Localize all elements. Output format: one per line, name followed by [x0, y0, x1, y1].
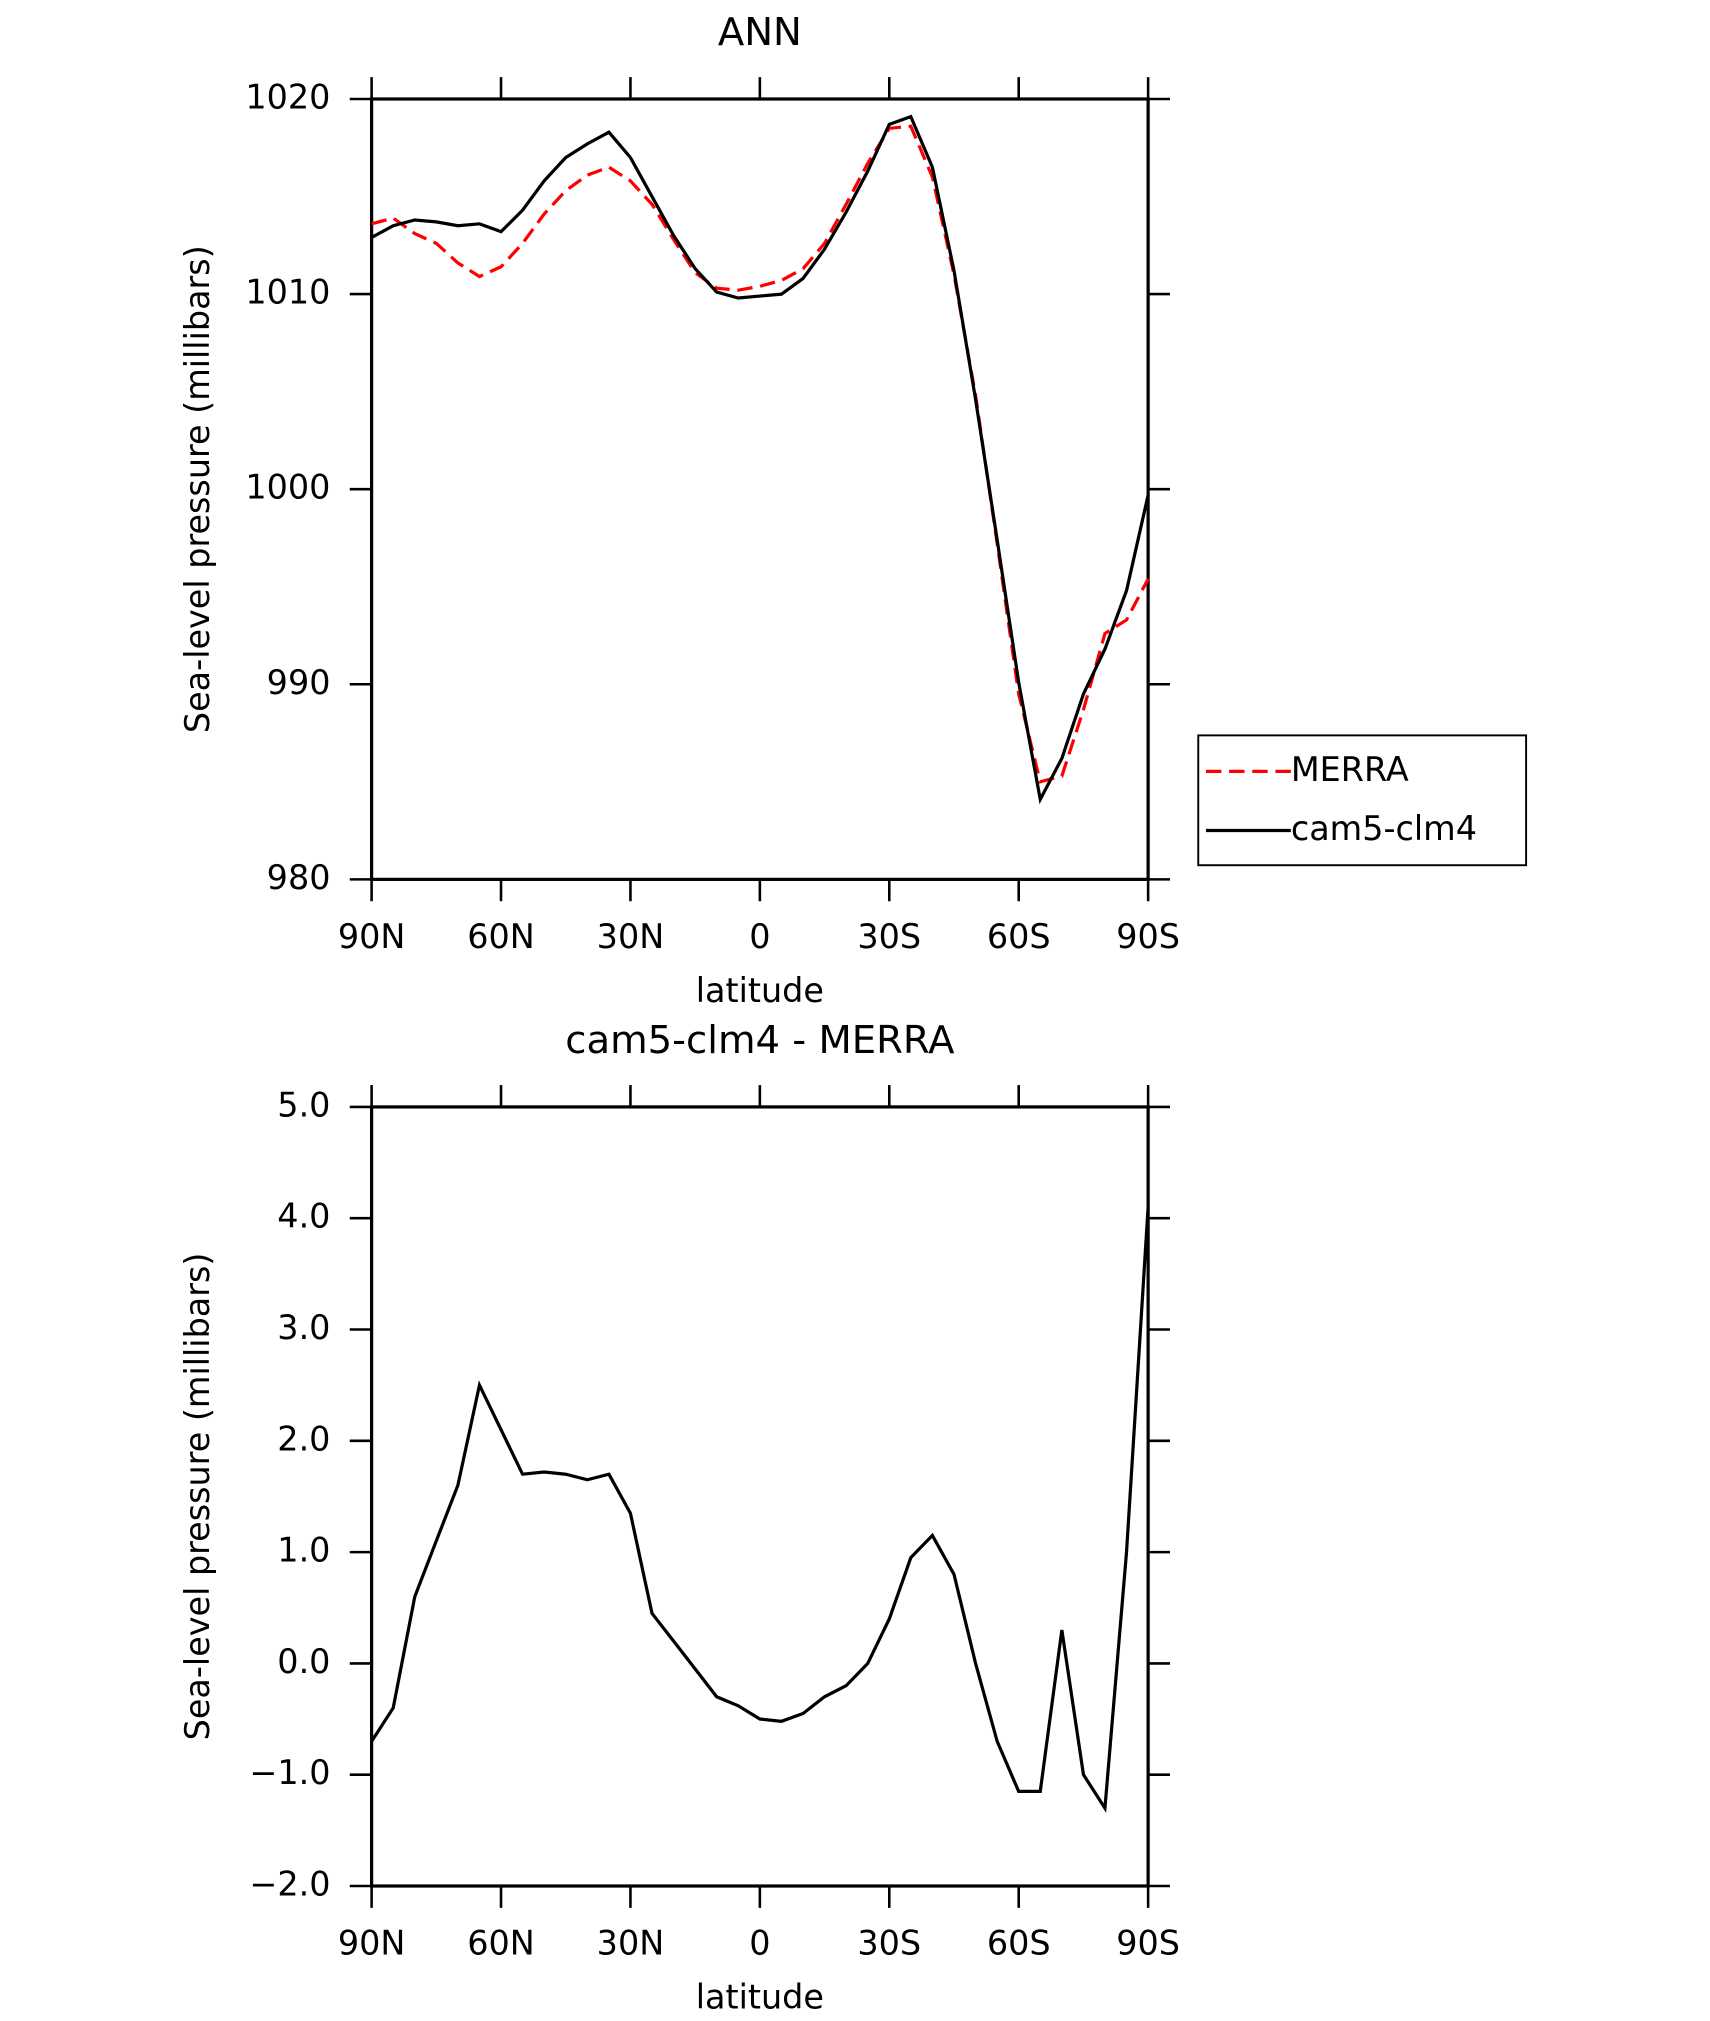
x-tick-label: 60N [467, 1924, 535, 1963]
plot-frame [369, 97, 1150, 881]
x-axis-label: latitude [696, 1978, 824, 2017]
x-tick-label: 60S [987, 1924, 1051, 1963]
x-tick-label: 30S [857, 1924, 921, 1963]
x-axis-label: latitude [696, 971, 824, 1010]
chart-title: cam5-clm4 - MERRA [565, 1018, 955, 1063]
legend-box [1197, 734, 1528, 867]
x-tick-label: 90S [1116, 1924, 1180, 1963]
y-tick-label: 990 [267, 663, 331, 702]
y-axis-label: Sea-level pressure (millibars) [178, 245, 217, 733]
chart-title: ANN [718, 10, 802, 55]
x-tick-label: 90N [338, 917, 406, 956]
y-tick-label: 1.0 [277, 1531, 330, 1570]
data-line [371, 124, 1150, 784]
x-tick-label: 90S [1116, 917, 1180, 956]
y-tick-label: 5.0 [277, 1085, 330, 1124]
y-tick-label: 980 [267, 858, 331, 897]
y-tick-label: 3.0 [277, 1308, 330, 1347]
x-tick-label: 30N [597, 1924, 665, 1963]
y-tick-label: 1000 [245, 468, 330, 507]
y-axis-label: Sea-level pressure (millibars) [178, 1253, 217, 1741]
x-tick-label: 60N [467, 917, 535, 956]
x-tick-label: 60S [987, 917, 1051, 956]
y-tick-label: 0.0 [277, 1642, 330, 1681]
y-tick-label: −2.0 [249, 1865, 330, 1904]
x-tick-label: 0 [749, 1924, 770, 1963]
y-tick-label: −1.0 [249, 1753, 330, 1792]
y-tick-label: 2.0 [277, 1419, 330, 1458]
x-tick-label: 30N [597, 917, 665, 956]
data-line [370, 114, 1150, 805]
legend-label: MERRA [1291, 750, 1409, 789]
x-tick-label: 0 [749, 917, 770, 956]
plot-frame [369, 1105, 1150, 1888]
x-tick-label: 90N [338, 1924, 406, 1963]
data-line [370, 1206, 1150, 1813]
y-tick-label: 4.0 [277, 1197, 330, 1236]
legend-label: cam5-clm4 [1291, 809, 1477, 848]
x-tick-label: 30S [857, 917, 921, 956]
y-tick-label: 1020 [245, 77, 330, 116]
y-tick-label: 1010 [245, 273, 330, 312]
